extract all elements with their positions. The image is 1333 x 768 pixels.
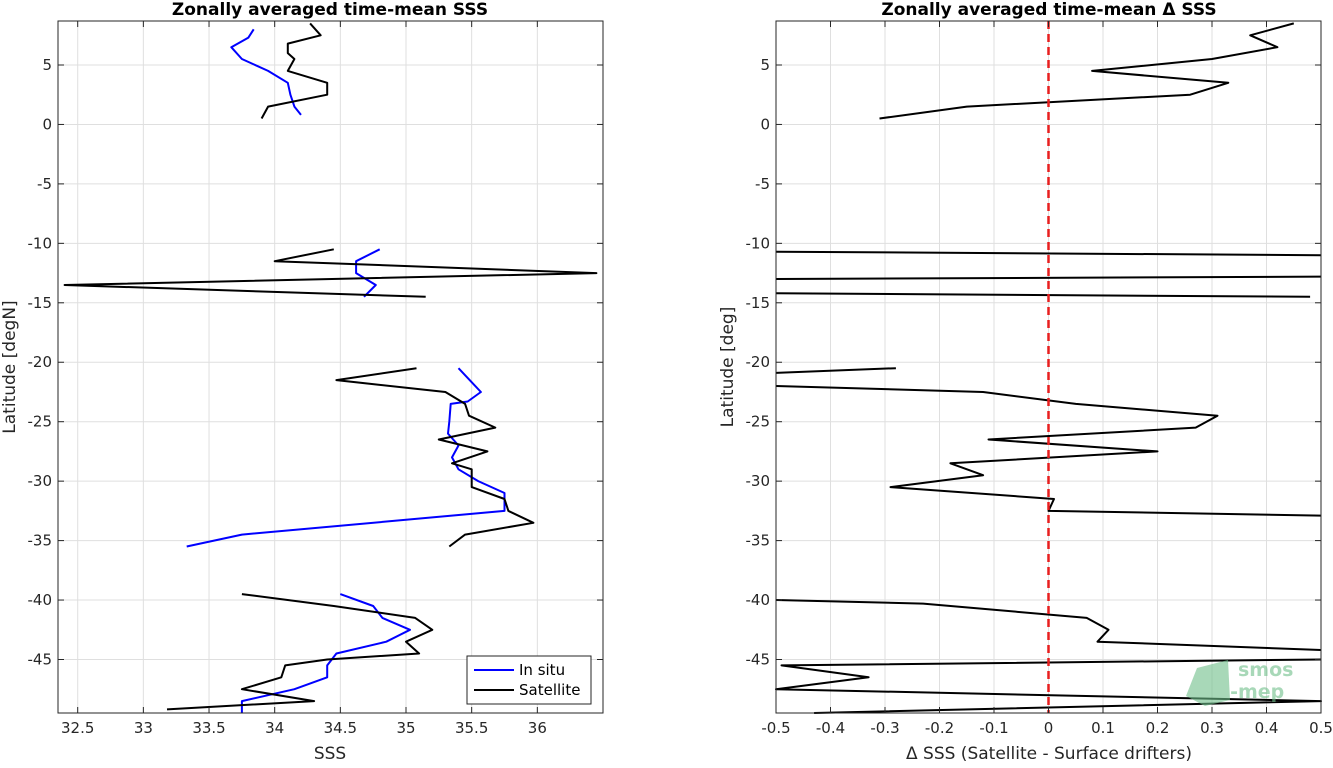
right-chart-x-tick-label: -0.5 [761, 719, 790, 737]
left-chart-series-satellite-segment-1 [63, 248, 598, 298]
legend-satellite-label: Satellite [519, 681, 580, 699]
logo-text-smos: smos [1238, 659, 1293, 681]
right-chart-x-axis-label: Δ SSS (Satellite - Surface drifters) [906, 744, 1192, 764]
right-chart-series-delta-sss-segment-6 [775, 599, 1322, 651]
right-chart-title: Zonally averaged time-mean Δ SSS [881, 0, 1216, 20]
left-chart-x-tick-label: 32.5 [61, 719, 94, 737]
right-chart-y-tick-label: -30 [746, 472, 771, 490]
right-chart-x-tick-label: 0.1 [1091, 719, 1115, 737]
legend: In situ Satellite [466, 655, 592, 705]
right-chart-x-tick-label: 0 [1044, 719, 1054, 737]
right-chart-series-delta-sss-segment-2 [775, 275, 1322, 280]
left-chart-data [63, 22, 598, 713]
left-chart-y-tick-label: 0 [42, 115, 52, 133]
right-chart-series-delta-sss-segment-1 [775, 250, 1322, 257]
right-chart-y-axis-label: Latitude [deg] [718, 307, 738, 428]
left-chart-x-tick-label: 36 [528, 719, 547, 737]
right-chart-panel: Zonally averaged time-mean Δ SSS -0.5 -0.… [718, 0, 1333, 764]
left-chart-x-tick-label: 34 [265, 719, 284, 737]
right-chart-data [775, 21, 1322, 714]
right-chart-x-tick-label: 0.2 [1146, 719, 1170, 737]
left-chart-y-tick-label: 5 [42, 56, 52, 74]
left-chart-series-in-situ-segment-1 [355, 248, 381, 298]
logo-globe-icon [1186, 660, 1230, 706]
right-chart-y-tick-label: -45 [746, 650, 771, 668]
left-chart-y-tick-label: -10 [28, 234, 53, 252]
right-chart-series-delta-sss-segment-3 [775, 292, 1311, 298]
right-chart-x-tick-label: 0.3 [1200, 719, 1224, 737]
left-chart-title: Zonally averaged time-mean SSS [172, 0, 488, 20]
right-chart-y-tick-label: -10 [746, 234, 771, 252]
right-chart-x-tick-label: -0.2 [925, 719, 954, 737]
left-chart-y-tick-label: -25 [28, 413, 53, 431]
left-chart-x-tick-label: 33.5 [192, 719, 225, 737]
right-chart-y-tick-label: -25 [746, 413, 771, 431]
right-chart-x-tick-label: 0.4 [1255, 719, 1279, 737]
left-chart-series-satellite-segment-2 [335, 367, 535, 548]
left-chart-axes-box [57, 20, 604, 714]
right-chart-series-delta-sss-segment-7 [775, 658, 1322, 714]
left-chart-grid [58, 21, 603, 713]
right-chart-x-tick-label: -0.1 [979, 719, 1008, 737]
left-chart-series-in-situ-segment-3 [240, 593, 411, 713]
left-chart-y-tick-label: -35 [28, 532, 53, 550]
right-chart-y-tick-label: -20 [746, 353, 771, 371]
right-chart-series-delta-sss-segment-4 [775, 367, 896, 374]
left-chart-x-tick-label: 34.5 [324, 719, 357, 737]
smos-pi-mep-logo: smos pi-mep [1186, 659, 1293, 706]
left-chart-series-in-situ-segment-2 [186, 367, 506, 548]
left-chart-series-satellite-segment-0 [260, 22, 329, 119]
right-chart-y-tick-label: -40 [746, 591, 771, 609]
left-chart-ticks: 32.5 33 33.5 34 34.5 35 35.5 36 5 0 -5 -10 -15 -20 -25… [28, 21, 603, 737]
left-chart-y-tick-label: -5 [37, 175, 52, 193]
right-chart-y-tick-label: 5 [760, 56, 770, 74]
left-chart-x-axis-label: SSS [314, 744, 346, 764]
left-chart-panel: Zonally averaged time-mean SSS 32.5 33 33.… [0, 0, 604, 764]
right-chart-y-tick-label: -35 [746, 532, 771, 550]
right-chart-x-tick-label: 0.5 [1309, 719, 1333, 737]
left-chart-x-tick-label: 35.5 [455, 719, 488, 737]
left-chart-series-in-situ-segment-0 [230, 28, 302, 116]
right-chart-ticks: -0.5 -0.4 -0.3 -0.2 -0.1 0 0.1 0.2 0.3 0.4 0.5 5 0 -5… [746, 21, 1333, 737]
right-chart-series-delta-sss-segment-0 [879, 22, 1295, 120]
legend-in-situ-label: In situ [519, 661, 565, 679]
right-chart-x-tick-label: -0.4 [816, 719, 845, 737]
right-chart-series-delta-sss-segment-5 [775, 385, 1322, 517]
left-chart-y-tick-label: -45 [28, 650, 53, 668]
left-chart-y-tick-label: -20 [28, 353, 53, 371]
left-chart-y-tick-label: -15 [28, 294, 53, 312]
right-chart-x-tick-label: -0.3 [870, 719, 899, 737]
legend-box [466, 655, 592, 705]
right-chart-y-tick-label: 0 [760, 115, 770, 133]
left-chart-y-tick-label: -30 [28, 472, 53, 490]
right-chart-y-tick-label: -5 [755, 175, 770, 193]
left-chart-x-tick-label: 35 [396, 719, 415, 737]
right-chart-y-tick-label: -15 [746, 294, 771, 312]
left-chart-y-tick-label: -40 [28, 591, 53, 609]
logo-text-pi-mep: pi-mep [1210, 681, 1284, 703]
left-chart-series-satellite-segment-3 [166, 593, 434, 711]
left-chart-y-axis-label: Latitude [degN] [0, 300, 20, 433]
left-chart-x-tick-label: 33 [134, 719, 153, 737]
